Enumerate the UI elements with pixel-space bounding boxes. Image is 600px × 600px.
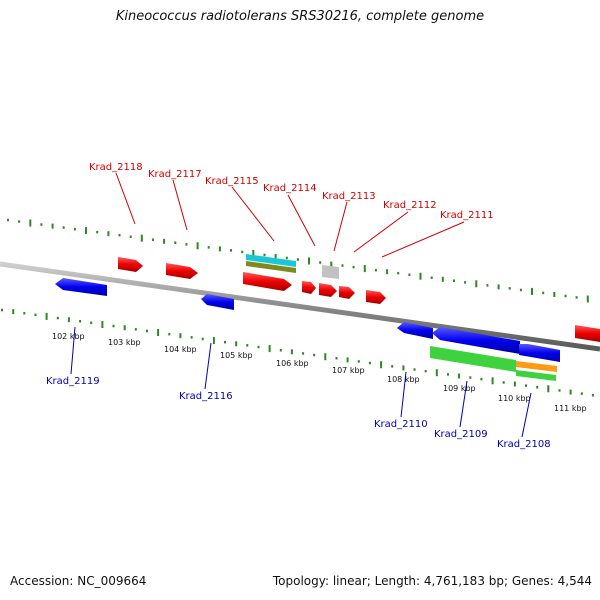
gene-label-forward[interactable]: Krad_2114 <box>263 183 317 194</box>
gene-arrow-reverse[interactable] <box>397 322 433 339</box>
scale-label: 106 kbp <box>276 359 309 368</box>
forward-gene-labels: Krad_2118 Krad_2117 Krad_2115 Krad_2114 … <box>89 162 494 258</box>
map-title: Kineococcus radiotolerans SRS30216, comp… <box>115 9 485 24</box>
gene-arrow-forward[interactable] <box>339 286 355 299</box>
gene-arrow-reverse[interactable] <box>432 327 520 354</box>
gene-label-forward[interactable]: Krad_2111 <box>440 210 494 221</box>
feature-bar-green[interactable] <box>516 370 556 381</box>
scale-label: 103 kbp <box>108 338 141 347</box>
feature-bar-olive[interactable] <box>246 261 296 273</box>
gene-label-reverse[interactable]: Krad_2116 <box>179 391 233 402</box>
gene-arrow-reverse[interactable] <box>55 278 107 296</box>
gene-arrow-forward[interactable] <box>166 263 198 279</box>
gene-arrow-reverse[interactable] <box>201 294 234 310</box>
gene-arrow-forward[interactable] <box>575 325 600 342</box>
reverse-genes <box>55 278 560 362</box>
scale-label: 109 kbp <box>443 384 476 393</box>
scale-label: 108 kbp <box>387 375 420 384</box>
gene-arrow-forward[interactable] <box>118 257 143 272</box>
scale-label: 107 kbp <box>332 366 365 375</box>
gene-label-forward[interactable]: Krad_2118 <box>89 162 143 173</box>
scale-label: 110 kbp <box>498 394 531 403</box>
gene-arrow-forward[interactable] <box>302 281 316 294</box>
gene-label-forward[interactable]: Krad_2117 <box>148 169 202 180</box>
gene-label-reverse[interactable]: Krad_2110 <box>374 419 428 430</box>
feature-bar-cyan[interactable] <box>246 254 296 267</box>
forward-genes <box>118 257 600 342</box>
scale-label: 102 kbp <box>52 332 85 341</box>
gene-arrow-forward[interactable] <box>366 290 386 304</box>
gene-arrow-forward[interactable] <box>243 272 292 291</box>
scale-labels: 102 kbp 103 kbp 104 kbp 105 kbp 106 kbp … <box>52 332 587 413</box>
gene-arrow-forward[interactable] <box>319 283 337 297</box>
gene-label-reverse[interactable]: Krad_2119 <box>46 376 100 387</box>
scale-label: 111 kbp <box>554 404 587 413</box>
gene-label-reverse[interactable]: Krad_2109 <box>434 429 488 440</box>
reverse-gene-labels: Krad_2119 Krad_2116 Krad_2110 Krad_2109 … <box>46 326 551 450</box>
accession-text: Accession: NC_009664 <box>10 574 147 588</box>
gene-label-forward[interactable]: Krad_2113 <box>322 191 376 202</box>
lower-tick-row <box>1 308 594 397</box>
feature-bar-gray[interactable] <box>322 265 339 279</box>
scale-label: 104 kbp <box>164 345 197 354</box>
feature-bar-green[interactable] <box>430 346 516 372</box>
genome-summary: Topology: linear; Length: 4,761,183 bp; … <box>272 574 592 588</box>
feature-bars <box>246 254 557 381</box>
gene-label-reverse[interactable]: Krad_2108 <box>497 439 551 450</box>
gene-label-forward[interactable]: Krad_2112 <box>383 200 437 211</box>
gene-arrow-reverse[interactable] <box>519 344 560 362</box>
gene-label-forward[interactable]: Krad_2115 <box>205 176 259 187</box>
feature-bar-orange[interactable] <box>516 361 557 372</box>
scale-label: 105 kbp <box>220 351 253 360</box>
genome-axis <box>0 261 600 352</box>
